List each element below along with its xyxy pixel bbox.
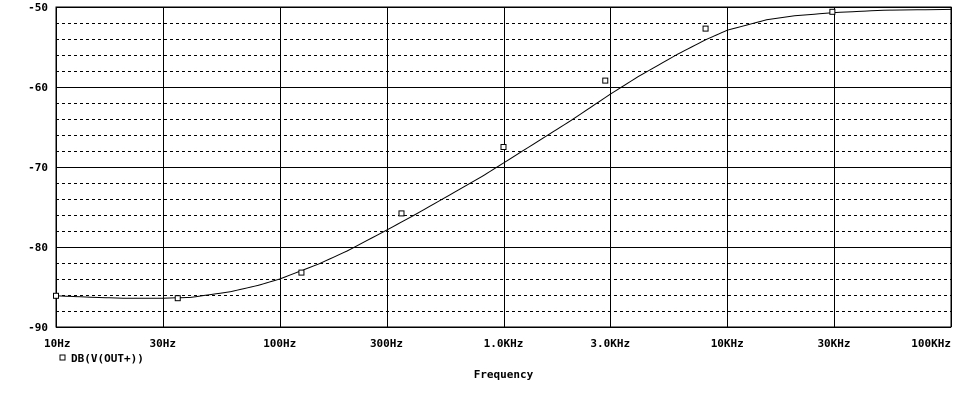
y-tick-label: -60: [28, 81, 48, 94]
series-line: [55, 8, 952, 299]
legend-marker: [59, 354, 66, 361]
y-tick-label: -50: [28, 1, 48, 14]
data-marker: [602, 77, 609, 84]
y-tick-label: -80: [28, 241, 48, 254]
legend-label: DB(V(OUT+)): [71, 352, 144, 365]
data-marker: [398, 210, 405, 217]
y-tick-label: -70: [28, 161, 48, 174]
data-marker: [174, 295, 181, 302]
data-marker: [500, 144, 507, 150]
x-tick-label: 100KHz: [911, 337, 951, 350]
y-tick-label: -90: [28, 321, 48, 334]
data-marker: [829, 8, 836, 15]
x-axis-ticks: 10Hz 30Hz 100Hz 300Hz 1.0KHz 3.0KHz 10KHz 30KHz…: [44, 337, 951, 350]
x-tick-label: 3.0KHz: [590, 337, 630, 350]
x-tick-label: 100Hz: [263, 337, 296, 350]
data-marker: [53, 292, 59, 299]
x-tick-label: 10Hz: [44, 337, 71, 350]
grid-layer: [56, 7, 952, 328]
series-layer: [53, 8, 952, 302]
data-marker: [298, 269, 305, 276]
x-tick-label: 300Hz: [370, 337, 403, 350]
plot-frame: [55, 6, 952, 328]
y-axis-ticks: -90 -80 -70 -60 -50: [28, 1, 48, 334]
x-tick-label: 1.0KHz: [484, 337, 524, 350]
x-tick-label: 10KHz: [711, 337, 744, 350]
x-tick-label: 30Hz: [150, 337, 177, 350]
legend: DB(V(OUT+)): [59, 352, 144, 365]
x-axis-label: Frequency: [474, 368, 534, 381]
x-tick-label: 30KHz: [817, 337, 850, 350]
data-marker: [702, 25, 709, 32]
